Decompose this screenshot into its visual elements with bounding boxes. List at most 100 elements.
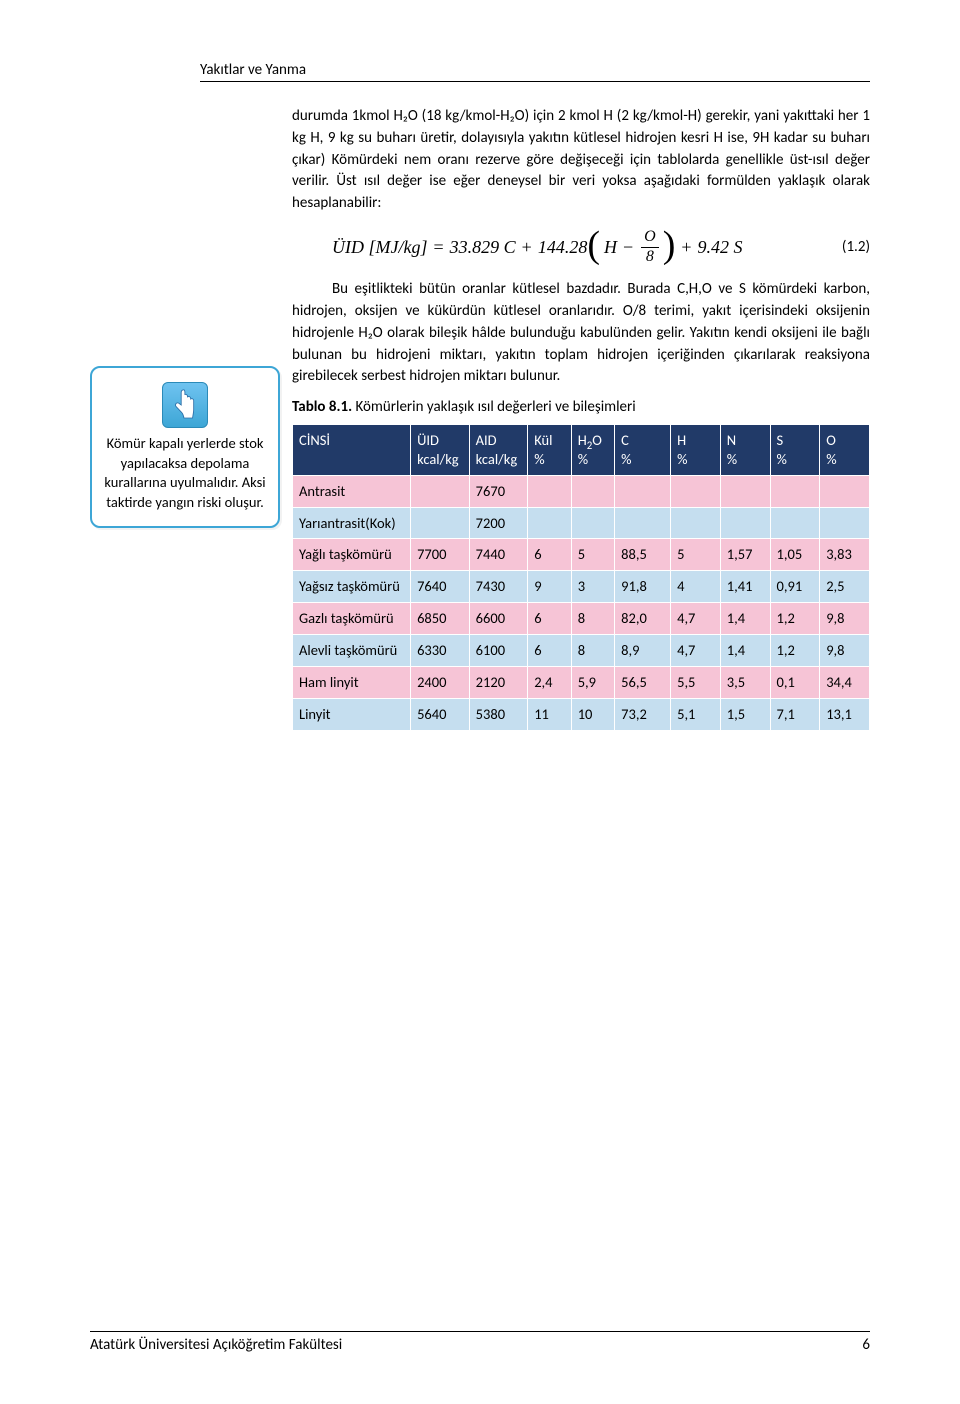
table-cell: 0,91 — [770, 571, 820, 603]
table-cell: 7640 — [411, 571, 470, 603]
table-cell: 1,2 — [770, 603, 820, 635]
table-cell — [528, 507, 571, 539]
table-header-cell: CİNSİ — [293, 425, 411, 476]
table-cell: 2400 — [411, 666, 470, 698]
table-cell — [770, 507, 820, 539]
table-header-cell: Kül% — [528, 425, 571, 476]
formula-frac-num: O — [641, 229, 659, 248]
footer-left: Atatürk Üniversitesi Açıköğretim Fakülte… — [90, 1336, 342, 1354]
formula-c-term: 33.829 C — [450, 237, 516, 258]
table-cell: Antrasit — [293, 475, 411, 507]
table-cell: 10 — [571, 698, 614, 730]
table-header-cell: S% — [770, 425, 820, 476]
finger-point-icon — [162, 382, 208, 428]
table-row: Antrasit 7670 — [293, 475, 870, 507]
table-cell: 7670 — [469, 475, 528, 507]
table-cell: 5640 — [411, 698, 470, 730]
table-cell: 6600 — [469, 603, 528, 635]
table-cell: 6 — [528, 603, 571, 635]
table-cell: 9,8 — [820, 635, 870, 667]
table-cell — [720, 507, 770, 539]
formula-H: H — [604, 237, 617, 258]
table-cell: 5,5 — [671, 666, 721, 698]
table-cell: 9,8 — [820, 603, 870, 635]
table-cell: 91,8 — [615, 571, 671, 603]
table-cell — [615, 507, 671, 539]
table-row: Gazlı taşkömürü685066006882,04,71,41,29,… — [293, 603, 870, 635]
table-cell: 11 — [528, 698, 571, 730]
table-cell: 5 — [671, 539, 721, 571]
main-content: durumda 1kmol H₂O (18 kg/kmol-H₂O) için … — [292, 106, 870, 731]
table-header-cell: N% — [720, 425, 770, 476]
paragraph-1: durumda 1kmol H₂O (18 kg/kmol-H₂O) için … — [292, 106, 870, 215]
formula-plus2: + — [681, 237, 691, 258]
table-cell: Yağlı taşkömürü — [293, 539, 411, 571]
table-cell: 1,4 — [720, 603, 770, 635]
table-cell: 7430 — [469, 571, 528, 603]
table-cell — [770, 475, 820, 507]
formula-plus1: + — [522, 237, 532, 258]
page-footer: Atatürk Üniversitesi Açıköğretim Fakülte… — [90, 1331, 870, 1354]
table-cell — [820, 475, 870, 507]
table-cell — [615, 475, 671, 507]
table-cell: 5,9 — [571, 666, 614, 698]
table-cell: Linyit — [293, 698, 411, 730]
table-cell: 5 — [571, 539, 614, 571]
table-row: Yağlı taşkömürü770074406588,551,571,053,… — [293, 539, 870, 571]
formula-number: (1.2) — [842, 238, 870, 256]
table-cell — [671, 475, 721, 507]
table-cell: 1,57 — [720, 539, 770, 571]
table-cell: 6330 — [411, 635, 470, 667]
table-row: Alevli taşkömürü63306100688,94,71,41,29,… — [293, 635, 870, 667]
table-cell: 1,41 — [720, 571, 770, 603]
table-cell: 2,4 — [528, 666, 571, 698]
paragraph-2: Bu eşitlikteki bütün oranlar kütlesel ba… — [292, 279, 870, 388]
table-cell: 1,05 — [770, 539, 820, 571]
table-cell — [820, 507, 870, 539]
table-cell: 4 — [671, 571, 721, 603]
formula-h-coef: 144.28 — [538, 237, 588, 258]
table-cell: Ham linyit — [293, 666, 411, 698]
table-cell: 73,2 — [615, 698, 671, 730]
table-cell: 8,9 — [615, 635, 671, 667]
table-row: Yağsız taşkömürü764074309391,841,410,912… — [293, 571, 870, 603]
formula-lhs: ÜID [MJ/kg] — [332, 237, 427, 258]
table-cell: 34,4 — [820, 666, 870, 698]
table-cell: 88,5 — [615, 539, 671, 571]
table-header-cell: AIDkcal/kg — [469, 425, 528, 476]
formula-frac-den: 8 — [646, 248, 654, 266]
page: Yakıtlar ve Yanma Kömür kapalı yerlerde … — [0, 0, 960, 1404]
table-cell: 82,0 — [615, 603, 671, 635]
table-cell: 7200 — [469, 507, 528, 539]
table-cell — [671, 507, 721, 539]
footer-page-number: 6 — [862, 1336, 870, 1354]
table-caption-rest: Kömürlerin yaklaşık ısıl değerleri ve bi… — [352, 398, 636, 416]
page-header-title: Yakıtlar ve Yanma — [200, 61, 306, 79]
table-cell — [571, 475, 614, 507]
table-cell: 9 — [528, 571, 571, 603]
table-cell: 4,7 — [671, 635, 721, 667]
table-cell: 2,5 — [820, 571, 870, 603]
table-cell: 0,1 — [770, 666, 820, 698]
table-cell — [720, 475, 770, 507]
table-cell: 6 — [528, 635, 571, 667]
table-cell: 4,7 — [671, 603, 721, 635]
table-caption: Tablo 8.1. Kömürlerin yaklaşık ısıl değe… — [292, 398, 870, 416]
table-cell: 1,2 — [770, 635, 820, 667]
table-caption-bold: Tablo 8.1. — [292, 398, 352, 416]
formula-1-2: ÜID [MJ/kg] = 33.829 C + 144.28 ( H − O … — [332, 229, 870, 266]
table-cell: 1,5 — [720, 698, 770, 730]
table-cell: 7700 — [411, 539, 470, 571]
table-cell: 56,5 — [615, 666, 671, 698]
table-cell: 8 — [571, 635, 614, 667]
table-cell: 7,1 — [770, 698, 820, 730]
callout-box: Kömür kapalı yerlerde stok yapılacaksa d… — [90, 366, 280, 528]
table-header-cell: C% — [615, 425, 671, 476]
table-header-cell: H% — [671, 425, 721, 476]
table-row: Ham linyit240021202,45,956,55,53,50,134,… — [293, 666, 870, 698]
table-cell: 3,83 — [820, 539, 870, 571]
table-cell: Yağsız taşkömürü — [293, 571, 411, 603]
table-cell: 6850 — [411, 603, 470, 635]
table-cell: 5380 — [469, 698, 528, 730]
table-cell: 6 — [528, 539, 571, 571]
